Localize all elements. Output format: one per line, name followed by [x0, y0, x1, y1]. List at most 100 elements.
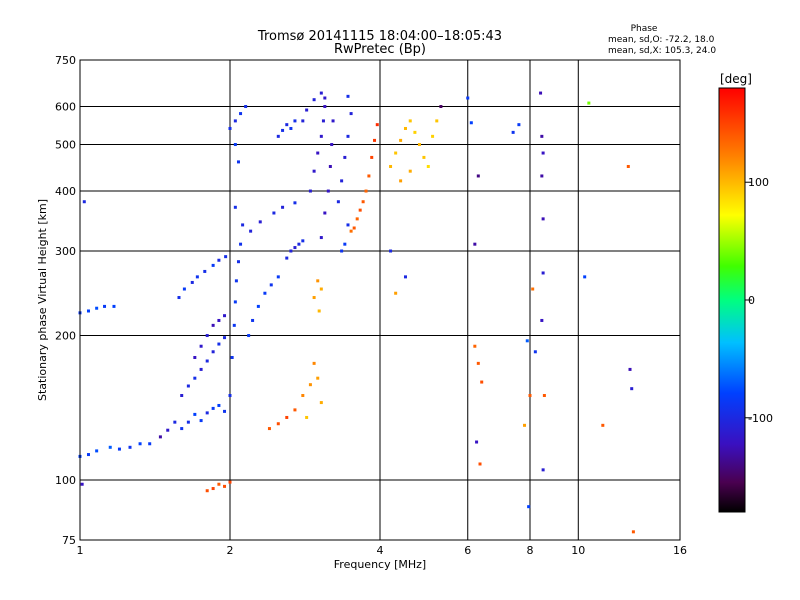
data-point	[193, 376, 197, 380]
data-point	[541, 271, 545, 275]
data-point	[199, 344, 203, 348]
data-point	[86, 309, 90, 313]
data-point	[199, 419, 203, 423]
data-point	[367, 174, 371, 178]
data-point	[244, 105, 248, 109]
data-point	[480, 380, 484, 384]
data-point	[326, 189, 330, 193]
data-point	[469, 121, 473, 125]
data-point	[312, 296, 316, 300]
data-point	[190, 280, 194, 284]
data-point	[349, 229, 353, 233]
data-point	[117, 447, 121, 451]
phase-o-stats: mean, sd,O: -72.2, 18.0	[608, 35, 715, 45]
data-point	[263, 291, 267, 295]
data-point	[224, 255, 228, 259]
data-point	[539, 91, 543, 95]
data-point	[301, 394, 305, 398]
data-point	[331, 119, 335, 123]
data-point	[319, 287, 323, 291]
data-point	[466, 96, 470, 100]
data-point	[389, 249, 393, 253]
data-point	[86, 453, 90, 457]
data-point	[217, 403, 221, 407]
colorbar-tick-label: -100	[748, 412, 773, 425]
data-point	[108, 445, 112, 449]
data-point	[408, 169, 412, 173]
data-point	[323, 96, 327, 100]
data-point	[399, 179, 403, 183]
data-point	[541, 217, 545, 221]
y-axis-ticks: 75 100 200 300 400 500 600 750	[55, 54, 76, 547]
data-point	[193, 355, 197, 359]
data-point	[95, 449, 99, 453]
data-point	[476, 361, 480, 365]
data-point	[233, 205, 237, 209]
data-point	[233, 143, 237, 147]
data-point	[269, 283, 273, 287]
data-point	[228, 394, 232, 398]
data-point	[542, 394, 546, 398]
data-point	[308, 189, 312, 193]
data-point	[186, 384, 190, 388]
data-point	[403, 126, 407, 130]
data-point	[630, 387, 634, 391]
data-point	[193, 412, 197, 416]
x-tick-label: 8	[527, 544, 534, 557]
data-point	[346, 223, 350, 227]
data-point	[312, 98, 316, 102]
data-point	[217, 318, 221, 322]
x-tick-label: 10	[571, 544, 585, 557]
data-point	[473, 242, 477, 246]
x-axis-label: Frequency [MHz]	[334, 558, 426, 571]
colorbar-tick-label: 0	[748, 294, 755, 307]
data-point	[323, 105, 327, 109]
data-point	[473, 344, 477, 348]
data-point	[166, 428, 170, 432]
data-point	[180, 427, 184, 431]
data-point	[205, 411, 209, 415]
chart-title-line1: Tromsø 20141115 18:04:00–18:05:43	[257, 29, 502, 44]
data-point	[217, 482, 221, 486]
scatter-points	[78, 91, 635, 534]
data-point	[321, 119, 325, 123]
y-axis-label: Stationary phase Virtual Height [km]	[36, 199, 49, 401]
data-point	[527, 505, 531, 509]
y-tick-label: 300	[55, 245, 76, 258]
y-tick-label: 750	[55, 54, 76, 67]
data-point	[330, 143, 334, 147]
data-point	[228, 480, 232, 484]
data-point	[316, 279, 320, 283]
chart-title-line2: RwPretec (Bp)	[334, 42, 426, 57]
data-point	[276, 134, 280, 138]
data-point	[426, 164, 430, 168]
data-point	[413, 130, 417, 134]
data-point	[205, 489, 209, 493]
data-point	[285, 415, 289, 419]
data-point	[349, 112, 353, 116]
data-point	[128, 445, 132, 449]
data-point	[517, 123, 521, 127]
data-point	[217, 342, 221, 346]
data-point	[422, 155, 426, 159]
data-point	[293, 119, 297, 123]
data-point	[223, 409, 227, 413]
data-point	[525, 339, 529, 343]
y-tick-label: 75	[62, 534, 76, 547]
data-point	[435, 119, 439, 123]
x-tick-label: 16	[673, 544, 687, 557]
plot-grid	[80, 60, 680, 540]
x-tick-label: 2	[227, 544, 234, 557]
data-point	[417, 143, 421, 147]
data-point	[205, 334, 209, 338]
data-point	[148, 442, 152, 446]
data-point	[158, 435, 162, 439]
data-point	[233, 300, 237, 304]
data-point	[399, 138, 403, 142]
data-point	[199, 367, 203, 371]
data-point	[540, 318, 544, 322]
data-point	[234, 279, 238, 283]
data-point	[267, 427, 271, 431]
data-point	[328, 164, 332, 168]
